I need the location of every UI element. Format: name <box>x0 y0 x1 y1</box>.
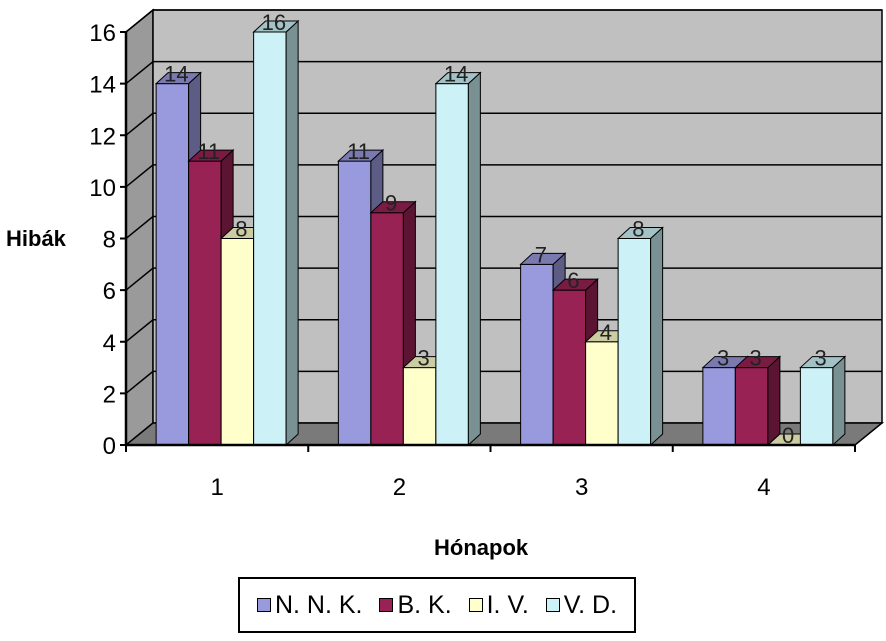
data-label: 0 <box>782 423 794 448</box>
y-tick-label: 2 <box>103 381 116 408</box>
y-tick-label: 10 <box>89 175 116 202</box>
bar-side <box>832 355 846 447</box>
y-tick-label: 4 <box>103 330 116 357</box>
data-label: 16 <box>262 10 286 35</box>
data-label: 3 <box>750 346 762 371</box>
y-tick-label: 14 <box>89 72 116 99</box>
bar-top <box>337 149 385 162</box>
data-label: 14 <box>164 62 188 87</box>
legend-label: V. D. <box>563 590 618 619</box>
y-tick-label: 6 <box>103 278 116 305</box>
bar-side <box>650 226 664 447</box>
legend: N. N. K. B. K. I. V. V. D. <box>238 577 636 633</box>
legend-label: N. N. K. <box>274 590 363 619</box>
bar-1-4 <box>252 19 300 447</box>
legend-swatch <box>256 598 271 612</box>
gridline <box>125 112 882 136</box>
bar-4-4 <box>799 355 847 447</box>
bar-3-2 <box>551 277 599 447</box>
bar-top <box>519 252 567 265</box>
axes <box>120 31 856 452</box>
bar-front <box>520 263 554 446</box>
x-tick-label: 2 <box>393 474 406 501</box>
legend-item: N. N. K. <box>256 590 363 620</box>
bar-top <box>252 20 300 33</box>
bar-front <box>435 83 469 446</box>
bar-front <box>402 367 437 446</box>
x-tick-label: 4 <box>757 474 770 501</box>
bar-top <box>551 278 599 291</box>
bar-top <box>187 149 235 162</box>
bar-3-4 <box>616 226 664 447</box>
bar-front <box>337 160 372 446</box>
data-label: 3 <box>418 346 430 371</box>
legend-item: B. K. <box>379 590 452 620</box>
data-label: 14 <box>444 62 468 87</box>
x-tick-label: 3 <box>575 474 588 501</box>
bar-front <box>702 367 736 446</box>
y-tick-label: 16 <box>89 20 116 47</box>
data-label: 8 <box>632 217 644 242</box>
bar-top <box>616 227 664 239</box>
bar-side <box>285 19 299 447</box>
legend-item: I. V. <box>468 590 529 620</box>
legend-label: I. V. <box>486 590 529 619</box>
bar-top <box>369 201 417 214</box>
bar-side <box>767 355 781 447</box>
y-axis-title: Hibák <box>6 226 67 251</box>
legend-item: V. D. <box>545 590 618 620</box>
bar-top <box>734 356 782 369</box>
legend-swatch <box>545 598 560 612</box>
gridline <box>125 9 882 33</box>
data-label: 9 <box>385 191 397 216</box>
bar-front <box>617 238 652 446</box>
bar-front <box>552 289 587 446</box>
bar-front <box>734 367 769 446</box>
bar-1-2 <box>187 148 235 447</box>
bar-front <box>799 367 834 446</box>
bar-front <box>253 31 287 446</box>
gridline <box>125 60 882 85</box>
data-label: 7 <box>535 242 547 267</box>
data-label: 6 <box>567 268 579 293</box>
bar-2-4 <box>434 71 482 447</box>
data-label: 3 <box>815 346 827 371</box>
y-tick-label: 12 <box>89 123 116 150</box>
data-label: 11 <box>347 139 370 164</box>
y-tick-label: 8 <box>103 227 116 254</box>
data-label: 8 <box>235 217 247 242</box>
legend-swatch <box>468 598 483 612</box>
bar-top <box>434 72 482 85</box>
bar-front <box>370 212 404 446</box>
y-tick-label: 0 <box>103 433 116 460</box>
bar-front <box>220 238 255 446</box>
x-tick-label: 1 <box>210 474 223 501</box>
y-tick-labels: 0 2 4 6 8 10 12 14 16 <box>89 20 116 460</box>
bar-front <box>585 341 619 446</box>
legend-swatch <box>379 598 394 612</box>
bar-front <box>188 160 222 446</box>
x-tick-labels: 1 2 3 4 <box>210 474 770 501</box>
data-label: 11 <box>197 139 220 164</box>
x-axis-title: Hónapok <box>434 535 529 560</box>
gridline <box>125 164 882 188</box>
bar-4-2 <box>734 355 782 447</box>
bar-top <box>154 72 202 85</box>
bar-top <box>799 356 847 369</box>
bar-side <box>467 71 481 447</box>
data-label: 4 <box>600 320 612 345</box>
data-label: 3 <box>717 346 729 371</box>
gridline <box>125 215 882 240</box>
legend-label: B. K. <box>397 590 452 619</box>
bar-front <box>155 83 190 446</box>
